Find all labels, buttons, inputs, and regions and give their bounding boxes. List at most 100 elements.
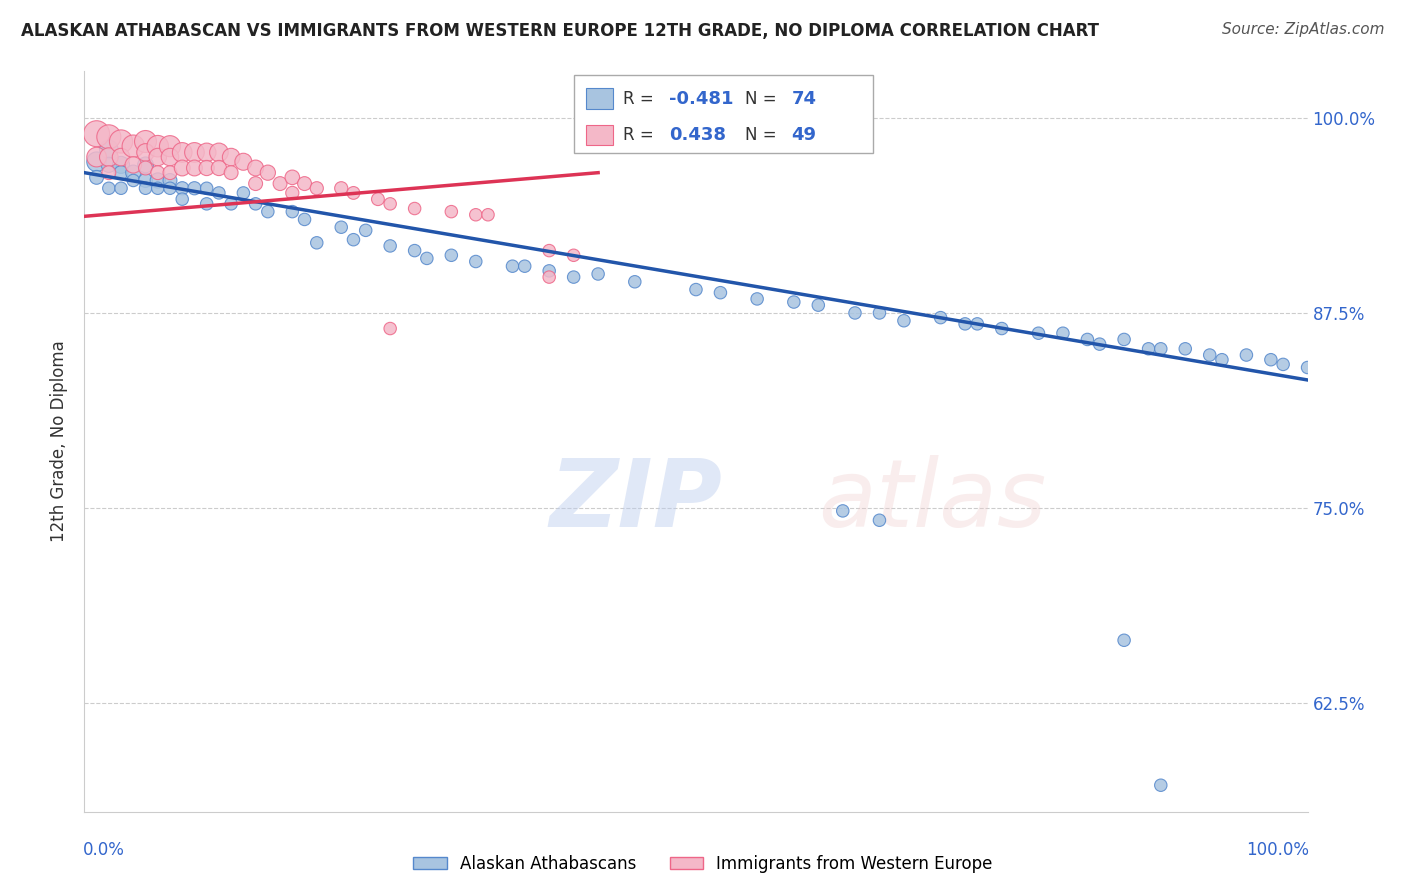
Point <box>110 166 132 180</box>
Point <box>380 239 402 253</box>
Point <box>1028 326 1050 341</box>
Bar <box>586 88 613 109</box>
Point <box>269 177 291 191</box>
Point <box>929 310 952 325</box>
Point <box>342 233 364 247</box>
Point <box>86 154 108 169</box>
Text: atlas: atlas <box>818 455 1046 546</box>
Point <box>195 181 218 195</box>
Point <box>1198 348 1220 362</box>
Text: -0.481: -0.481 <box>669 90 734 108</box>
Point <box>709 285 731 300</box>
Point <box>159 166 181 180</box>
Point <box>208 186 231 200</box>
Point <box>245 161 267 175</box>
Point <box>502 259 524 273</box>
Point <box>1088 337 1111 351</box>
Point <box>183 181 205 195</box>
Point <box>183 161 205 175</box>
Text: 0.438: 0.438 <box>669 126 725 144</box>
Point <box>135 135 157 149</box>
Point <box>380 321 402 335</box>
Point <box>135 181 157 195</box>
Point <box>440 248 463 262</box>
Point <box>146 173 169 187</box>
Point <box>1211 352 1233 367</box>
FancyBboxPatch shape <box>574 75 873 153</box>
Point <box>97 158 120 172</box>
Point <box>86 127 108 141</box>
Point <box>86 170 108 185</box>
Point <box>783 295 806 310</box>
Point <box>1272 358 1295 372</box>
Point <box>869 306 891 320</box>
Point <box>159 139 181 153</box>
Point <box>513 259 536 273</box>
Point <box>232 186 254 200</box>
Text: ZIP: ZIP <box>550 455 723 547</box>
Text: 74: 74 <box>792 90 817 108</box>
Point <box>122 139 145 153</box>
Point <box>305 181 328 195</box>
Point <box>624 275 647 289</box>
Point <box>159 173 181 187</box>
Point <box>122 158 145 172</box>
Point <box>464 254 486 268</box>
Point <box>97 166 120 180</box>
Point <box>110 135 132 149</box>
Point <box>538 264 561 278</box>
Point <box>380 197 402 211</box>
Point <box>330 220 353 235</box>
Point <box>404 202 426 216</box>
Point <box>110 181 132 195</box>
Point <box>685 283 707 297</box>
Point <box>172 161 194 175</box>
Point <box>416 252 439 266</box>
Point <box>208 145 231 160</box>
Bar <box>586 125 613 145</box>
Point <box>807 298 830 312</box>
Point <box>172 145 194 160</box>
Point <box>245 197 267 211</box>
Point <box>208 161 231 175</box>
Point <box>97 142 120 156</box>
Point <box>172 181 194 195</box>
Text: R =: R = <box>623 126 658 144</box>
Point <box>294 177 316 191</box>
Point <box>305 235 328 250</box>
Point <box>281 204 304 219</box>
Point <box>367 192 389 206</box>
Point <box>330 181 353 195</box>
Text: N =: N = <box>745 126 782 144</box>
Point <box>1114 633 1136 648</box>
Point <box>146 150 169 164</box>
Text: 100.0%: 100.0% <box>1246 841 1309 859</box>
Point <box>146 166 169 180</box>
Point <box>135 145 157 160</box>
Point <box>747 292 769 306</box>
Point <box>110 158 132 172</box>
Point <box>97 150 120 164</box>
Point <box>991 321 1014 335</box>
Point <box>404 244 426 258</box>
Point <box>1260 352 1282 367</box>
Point <box>257 204 280 219</box>
Point <box>172 192 194 206</box>
Point <box>1137 342 1160 356</box>
Point <box>869 513 891 527</box>
Point <box>844 306 866 320</box>
Point <box>1296 360 1319 375</box>
Point <box>893 314 915 328</box>
Text: N =: N = <box>745 90 782 108</box>
Point <box>1174 342 1197 356</box>
Point <box>354 223 377 237</box>
Point <box>219 150 242 164</box>
Y-axis label: 12th Grade, No Diploma: 12th Grade, No Diploma <box>51 341 69 542</box>
Point <box>135 173 157 187</box>
Text: 0.0%: 0.0% <box>83 841 125 859</box>
Point <box>538 270 561 285</box>
Point <box>135 158 157 172</box>
Text: R =: R = <box>623 90 658 108</box>
Point <box>586 267 609 281</box>
Point <box>342 186 364 200</box>
